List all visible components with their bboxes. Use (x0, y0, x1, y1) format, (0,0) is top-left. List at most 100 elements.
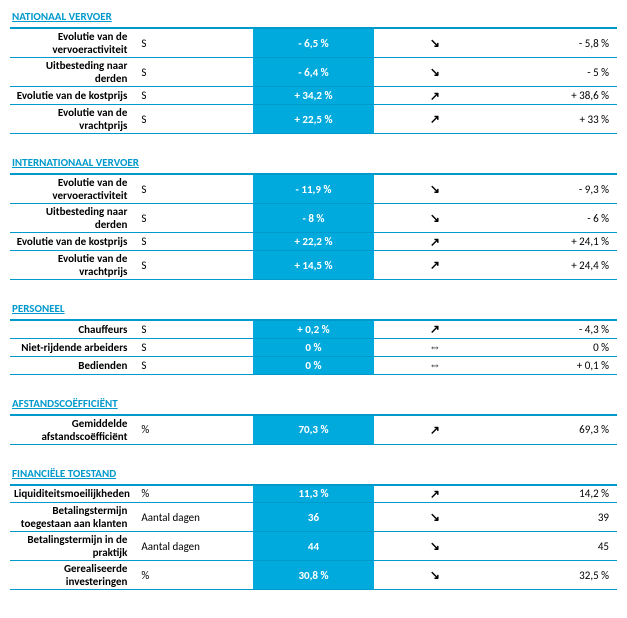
row-value-previous: 14,2 % (496, 485, 617, 503)
trend-arrow-icon: ↘ (374, 28, 495, 58)
row-value-current: - 8 % (253, 204, 374, 233)
row-value-previous: 32,5 % (496, 561, 617, 590)
trend-arrow-icon: ↘ (374, 503, 495, 532)
row-value-previous: - 6 % (496, 204, 617, 233)
data-table: Liquiditeitsmoeilijkheden%11,3 %↗14,2 %B… (10, 484, 617, 591)
row-label: Uitbesteding naar derden (10, 204, 131, 233)
row-unit: S (131, 105, 252, 134)
row-value-previous: - 9,3 % (496, 174, 617, 204)
row-value-previous: - 4,3 % (496, 320, 617, 338)
table-row: Liquiditeitsmoeilijkheden%11,3 %↗14,2 % (10, 485, 617, 503)
trend-arrow-icon: ⇔ (374, 338, 495, 356)
section: FINANCIËLE TOESTANDLiquiditeitsmoeilijkh… (10, 465, 617, 591)
trend-arrow-icon: ↗ (374, 251, 495, 280)
row-label: Chauffeurs (10, 320, 131, 338)
row-label: Evolutie van de vervoeractiviteit (10, 28, 131, 58)
section: AFSTANDSCOËFFICIËNTGemiddelde afstandsco… (10, 395, 617, 445)
row-label: Evolutie van de kostprijs (10, 87, 131, 105)
row-label: Liquiditeitsmoeilijkheden (10, 485, 131, 503)
row-label: Evolutie van de vrachtprijs (10, 105, 131, 134)
row-unit: S (131, 174, 252, 204)
row-label: Evolutie van de vrachtprijs (10, 251, 131, 280)
table-row: Betalingstermijn in de praktijkAantal da… (10, 532, 617, 561)
table-row: Uitbesteding naar derdenS- 8 %↘- 6 % (10, 204, 617, 233)
row-value-previous: + 38,6 % (496, 87, 617, 105)
row-value-previous: + 33 % (496, 105, 617, 134)
row-label: Gerealiseerde investeringen (10, 561, 131, 590)
row-unit: % (131, 561, 252, 590)
row-label: Uitbesteding naar derden (10, 58, 131, 87)
row-unit: % (131, 485, 252, 503)
table-row: BediendenS0 %⇔+ 0,1 % (10, 356, 617, 374)
section: INTERNATIONAAL VERVOEREvolutie van de ve… (10, 154, 617, 280)
table-row: Evolutie van de vrachtprijsS+ 22,5 %↗+ 3… (10, 105, 617, 134)
row-value-current: 0 % (253, 356, 374, 374)
report-root: NATIONAAL VERVOEREvolutie van de vervoer… (10, 8, 617, 590)
section-title: INTERNATIONAAL VERVOER (10, 154, 617, 173)
trend-arrow-icon: ↘ (374, 532, 495, 561)
row-value-current: - 6,5 % (253, 28, 374, 58)
trend-arrow-icon: ↗ (374, 415, 495, 445)
row-value-current: 0 % (253, 338, 374, 356)
row-unit: Aantal dagen (131, 503, 252, 532)
section: PERSONEELChauffeursS+ 0,2 %↗- 4,3 %Niet-… (10, 300, 617, 375)
table-row: Gemiddelde afstandscoëfficiënt%70,3 %↗69… (10, 415, 617, 445)
trend-arrow-icon: ↘ (374, 58, 495, 87)
row-unit: S (131, 320, 252, 338)
row-value-current: 11,3 % (253, 485, 374, 503)
section-title: AFSTANDSCOËFFICIËNT (10, 395, 617, 414)
row-value-current: 44 (253, 532, 374, 561)
row-label: Evolutie van de vervoeractiviteit (10, 174, 131, 204)
row-value-current: + 14,5 % (253, 251, 374, 280)
trend-arrow-icon: ↗ (374, 87, 495, 105)
row-value-current: - 6,4 % (253, 58, 374, 87)
row-unit: Aantal dagen (131, 532, 252, 561)
row-label: Betalingstermijn toegestaan aan klanten (10, 503, 131, 532)
trend-arrow-icon: ⇔ (374, 356, 495, 374)
row-value-previous: - 5,8 % (496, 28, 617, 58)
row-unit: S (131, 58, 252, 87)
trend-arrow-icon: ↘ (374, 561, 495, 590)
row-label: Bedienden (10, 356, 131, 374)
table-row: Uitbesteding naar derdenS- 6,4 %↘- 5 % (10, 58, 617, 87)
row-value-current: + 22,2 % (253, 233, 374, 251)
row-unit: S (131, 338, 252, 356)
trend-arrow-icon: ↘ (374, 174, 495, 204)
row-value-current: 30,8 % (253, 561, 374, 590)
table-row: Evolutie van de vrachtprijsS+ 14,5 %↗+ 2… (10, 251, 617, 280)
trend-arrow-icon: ↗ (374, 105, 495, 134)
row-value-current: + 22,5 % (253, 105, 374, 134)
data-table: ChauffeursS+ 0,2 %↗- 4,3 %Niet-rijdende … (10, 319, 617, 375)
trend-arrow-icon: ↗ (374, 320, 495, 338)
table-row: ChauffeursS+ 0,2 %↗- 4,3 % (10, 320, 617, 338)
trend-arrow-icon: ↗ (374, 233, 495, 251)
section: NATIONAAL VERVOEREvolutie van de vervoer… (10, 8, 617, 134)
row-value-current: 70,3 % (253, 415, 374, 445)
row-value-previous: - 5 % (496, 58, 617, 87)
row-value-previous: + 24,1 % (496, 233, 617, 251)
row-unit: S (131, 356, 252, 374)
row-label: Gemiddelde afstandscoëfficiënt (10, 415, 131, 445)
section-title: FINANCIËLE TOESTAND (10, 465, 617, 484)
table-row: Evolutie van de kostprijsS+ 34,2 %↗+ 38,… (10, 87, 617, 105)
row-label: Betalingstermijn in de praktijk (10, 532, 131, 561)
trend-arrow-icon: ↗ (374, 485, 495, 503)
table-row: Evolutie van de kostprijsS+ 22,2 %↗+ 24,… (10, 233, 617, 251)
row-value-current: - 11,9 % (253, 174, 374, 204)
section-title: NATIONAAL VERVOER (10, 8, 617, 27)
row-value-current: + 0,2 % (253, 320, 374, 338)
row-unit: % (131, 415, 252, 445)
row-value-previous: + 24,4 % (496, 251, 617, 280)
section-title: PERSONEEL (10, 300, 617, 319)
row-unit: S (131, 251, 252, 280)
table-row: Niet-rijdende arbeidersS0 %⇔0 % (10, 338, 617, 356)
row-unit: S (131, 233, 252, 251)
row-unit: S (131, 204, 252, 233)
data-table: Evolutie van de vervoeractiviteitS- 11,9… (10, 173, 617, 280)
row-unit: S (131, 28, 252, 58)
row-label: Niet-rijdende arbeiders (10, 338, 131, 356)
row-unit: S (131, 87, 252, 105)
table-row: Evolutie van de vervoeractiviteitS- 6,5 … (10, 28, 617, 58)
trend-arrow-icon: ↘ (374, 204, 495, 233)
row-value-current: + 34,2 % (253, 87, 374, 105)
